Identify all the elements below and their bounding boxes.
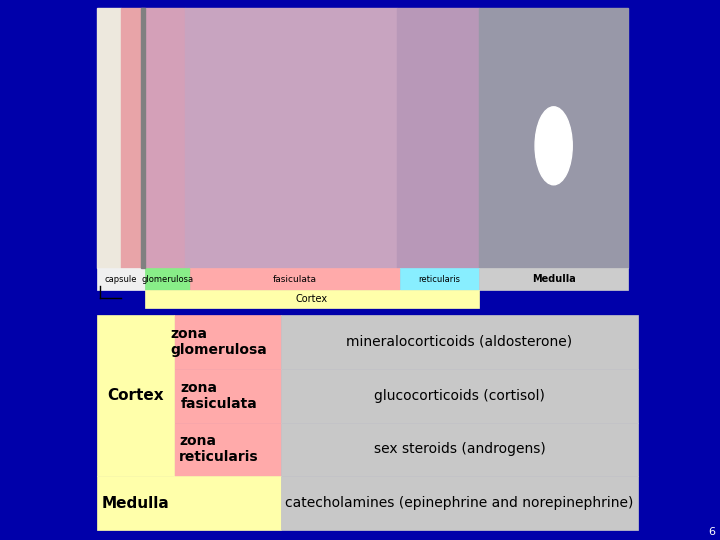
Ellipse shape: [535, 107, 572, 185]
Text: glucocorticoids (cortisol): glucocorticoids (cortisol): [374, 389, 545, 403]
Text: reticularis: reticularis: [418, 274, 461, 284]
Text: sex steroids (androgens): sex steroids (androgens): [374, 442, 545, 456]
Text: zona
glomerulosa: zona glomerulosa: [171, 327, 268, 357]
Bar: [480, 8, 628, 268]
Bar: [140, 8, 145, 268]
Bar: [97, 315, 174, 476]
Text: zona
fasiculata: zona fasiculata: [181, 381, 258, 411]
Bar: [184, 8, 397, 268]
Bar: [397, 8, 480, 268]
Bar: [142, 8, 184, 268]
Text: zona
reticularis: zona reticularis: [179, 434, 259, 464]
Text: catecholamines (epinephrine and norepinephrine): catecholamines (epinephrine and norepine…: [285, 496, 634, 510]
Text: 6: 6: [708, 527, 715, 537]
Text: Medulla: Medulla: [532, 274, 575, 284]
Bar: [281, 422, 638, 476]
Bar: [97, 476, 281, 530]
Text: capsule: capsule: [104, 274, 137, 284]
Bar: [281, 315, 638, 369]
Bar: [174, 422, 281, 476]
Bar: [281, 369, 638, 422]
Text: glomerulosa: glomerulosa: [141, 274, 194, 284]
Bar: [281, 476, 638, 530]
Bar: [400, 268, 480, 290]
Bar: [121, 8, 142, 268]
Text: Medulla: Medulla: [102, 496, 169, 511]
Bar: [174, 369, 281, 422]
Bar: [174, 315, 281, 369]
Bar: [97, 8, 121, 268]
Bar: [190, 268, 400, 290]
Bar: [480, 268, 628, 290]
Text: fasiculata: fasiculata: [273, 274, 317, 284]
Text: mineralocorticoids (aldosterone): mineralocorticoids (aldosterone): [346, 335, 572, 349]
Bar: [145, 268, 190, 290]
Text: Cortex: Cortex: [107, 388, 164, 403]
Text: Cortex: Cortex: [296, 294, 328, 304]
Bar: [97, 268, 145, 290]
Bar: [145, 290, 480, 308]
